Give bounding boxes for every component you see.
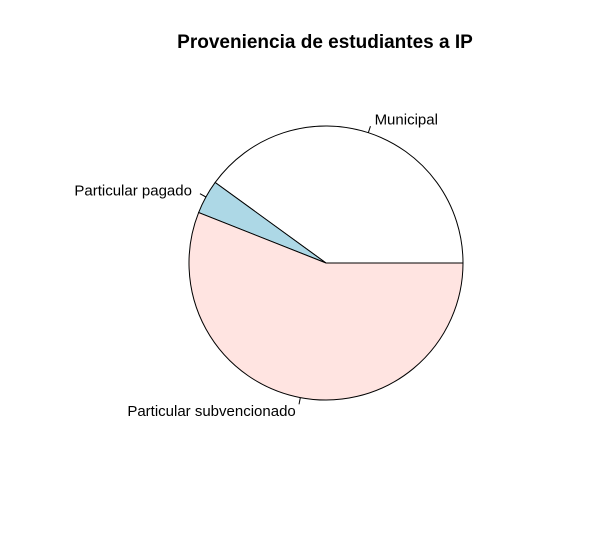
pie-label-particular-pagado: Particular pagado — [74, 182, 192, 199]
pie-leader-municipal — [367, 126, 371, 133]
pie-leader-particular-subvencionado — [298, 397, 301, 405]
pie-label-municipal: Municipal — [375, 112, 438, 129]
pie-slices — [188, 125, 464, 401]
pie-slice-municipal — [214, 125, 464, 264]
pie-labels: Municipal Particular pagado Particular sub… — [74, 112, 438, 420]
pie-label-particular-subvencionado: Particular subvencionado — [127, 403, 295, 420]
chart-title: Proveniencia de estudiantes a IP — [177, 32, 473, 53]
pie-leader-particular-pagado — [199, 193, 207, 198]
